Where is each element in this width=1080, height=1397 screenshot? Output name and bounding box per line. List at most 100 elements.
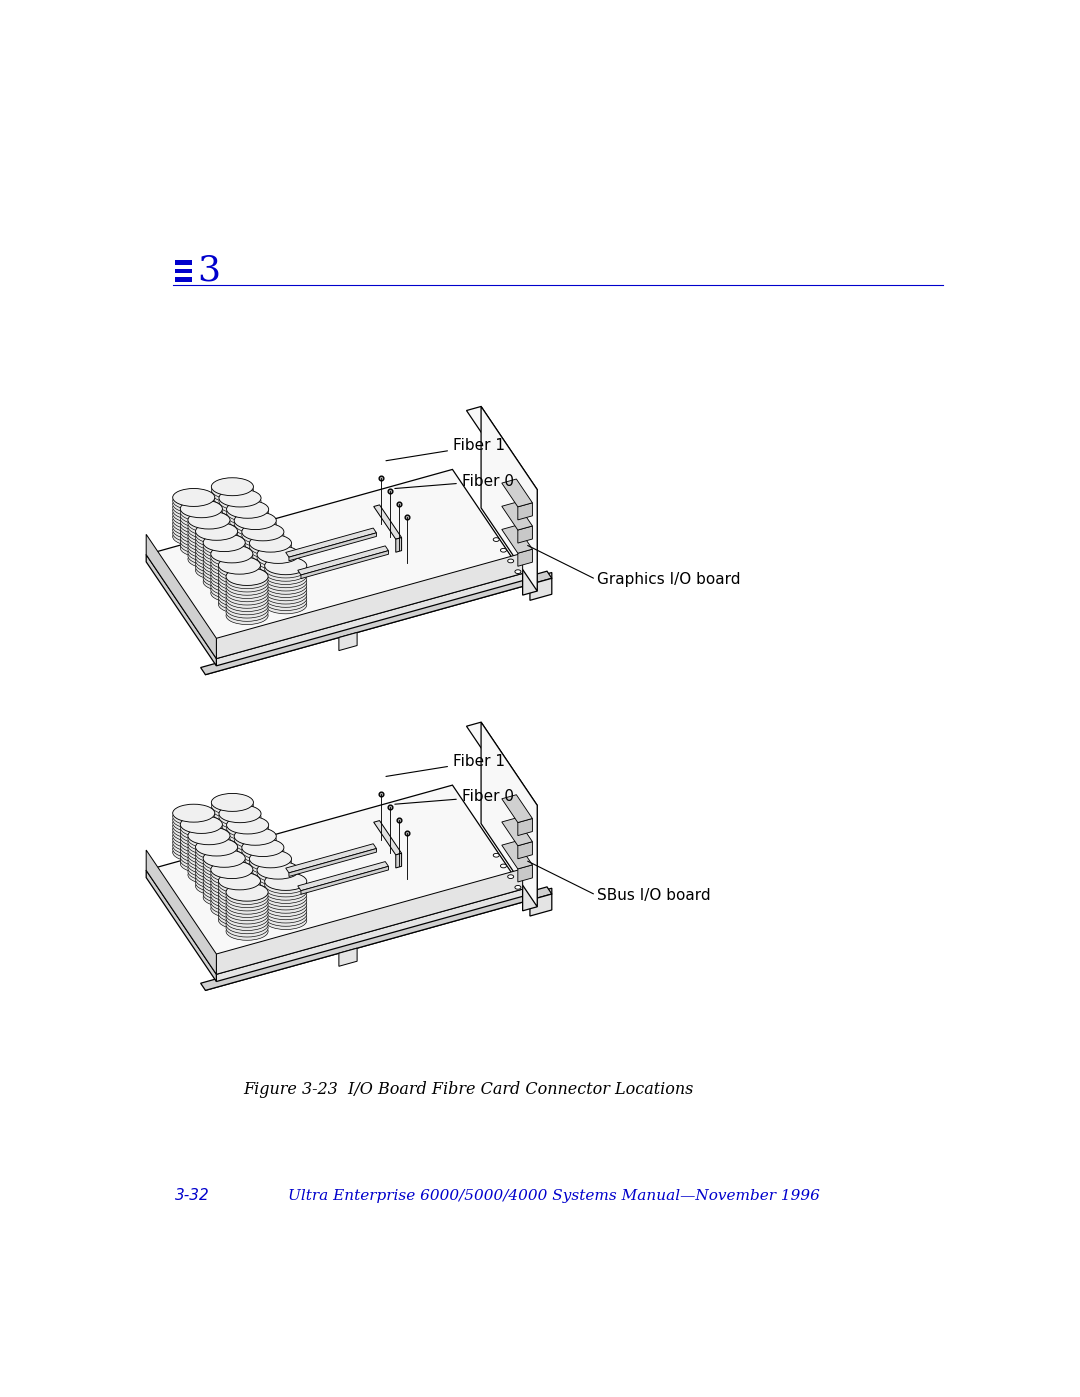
Ellipse shape: [180, 525, 222, 543]
Ellipse shape: [227, 848, 269, 866]
Ellipse shape: [180, 503, 222, 521]
Ellipse shape: [249, 563, 292, 581]
Ellipse shape: [257, 584, 299, 602]
Ellipse shape: [218, 908, 260, 926]
Ellipse shape: [211, 893, 253, 911]
Ellipse shape: [212, 510, 254, 528]
Ellipse shape: [249, 856, 292, 875]
Ellipse shape: [234, 831, 276, 848]
Ellipse shape: [211, 873, 253, 891]
Polygon shape: [523, 805, 537, 911]
Ellipse shape: [257, 897, 299, 915]
Ellipse shape: [195, 855, 238, 872]
Polygon shape: [481, 407, 537, 591]
Ellipse shape: [226, 581, 268, 598]
Ellipse shape: [226, 571, 268, 588]
Ellipse shape: [219, 841, 261, 859]
Polygon shape: [233, 573, 261, 620]
Ellipse shape: [180, 819, 222, 837]
Polygon shape: [467, 722, 537, 809]
Ellipse shape: [203, 886, 245, 902]
Ellipse shape: [226, 574, 268, 592]
Ellipse shape: [188, 550, 230, 569]
Ellipse shape: [219, 502, 261, 520]
Ellipse shape: [234, 856, 276, 875]
Polygon shape: [502, 841, 532, 869]
Ellipse shape: [265, 592, 307, 610]
Ellipse shape: [188, 511, 230, 529]
Ellipse shape: [203, 888, 245, 907]
Ellipse shape: [265, 905, 307, 923]
Ellipse shape: [234, 518, 276, 536]
Ellipse shape: [218, 904, 260, 922]
Ellipse shape: [195, 562, 238, 580]
Ellipse shape: [212, 478, 254, 496]
Ellipse shape: [218, 879, 260, 897]
Ellipse shape: [265, 573, 307, 591]
Ellipse shape: [188, 833, 230, 851]
Ellipse shape: [249, 854, 292, 872]
Ellipse shape: [211, 900, 253, 918]
Ellipse shape: [173, 489, 215, 507]
Ellipse shape: [227, 517, 269, 535]
Ellipse shape: [226, 922, 268, 940]
Ellipse shape: [173, 824, 215, 842]
Ellipse shape: [242, 559, 284, 577]
Ellipse shape: [195, 525, 238, 543]
Text: Fiber 1: Fiber 1: [386, 439, 505, 461]
Ellipse shape: [180, 535, 222, 553]
Ellipse shape: [249, 567, 292, 585]
Polygon shape: [339, 633, 357, 651]
Ellipse shape: [173, 805, 215, 823]
Polygon shape: [218, 483, 246, 529]
Ellipse shape: [227, 503, 269, 521]
Polygon shape: [146, 555, 216, 666]
Polygon shape: [179, 493, 208, 541]
Ellipse shape: [508, 559, 514, 563]
Ellipse shape: [242, 536, 284, 553]
Ellipse shape: [188, 524, 230, 542]
Polygon shape: [146, 534, 216, 658]
Ellipse shape: [226, 912, 268, 930]
Ellipse shape: [249, 560, 292, 578]
Polygon shape: [271, 562, 300, 609]
Ellipse shape: [227, 838, 269, 856]
Ellipse shape: [173, 495, 215, 513]
Ellipse shape: [218, 888, 260, 907]
Polygon shape: [248, 844, 278, 891]
Ellipse shape: [219, 528, 261, 546]
Ellipse shape: [180, 855, 222, 873]
Ellipse shape: [180, 506, 222, 524]
Ellipse shape: [249, 573, 292, 591]
Polygon shape: [502, 817, 532, 845]
Ellipse shape: [211, 584, 253, 602]
Ellipse shape: [212, 488, 254, 506]
Ellipse shape: [234, 541, 276, 559]
Ellipse shape: [188, 518, 230, 535]
Polygon shape: [264, 866, 293, 914]
Ellipse shape: [242, 877, 284, 895]
Ellipse shape: [195, 868, 238, 886]
Ellipse shape: [203, 872, 245, 890]
Ellipse shape: [226, 606, 268, 624]
Ellipse shape: [188, 866, 230, 884]
Ellipse shape: [219, 525, 261, 543]
Ellipse shape: [234, 837, 276, 855]
Ellipse shape: [211, 880, 253, 898]
Ellipse shape: [211, 552, 253, 570]
Polygon shape: [216, 888, 523, 982]
Polygon shape: [210, 855, 239, 901]
Polygon shape: [201, 887, 552, 990]
Polygon shape: [248, 528, 278, 576]
Polygon shape: [146, 849, 216, 974]
Ellipse shape: [265, 587, 307, 604]
Ellipse shape: [212, 514, 254, 531]
Ellipse shape: [227, 507, 269, 525]
Ellipse shape: [180, 835, 222, 854]
Ellipse shape: [226, 567, 268, 585]
Ellipse shape: [227, 828, 269, 847]
Ellipse shape: [218, 563, 260, 581]
Ellipse shape: [173, 814, 215, 833]
Ellipse shape: [249, 550, 292, 569]
Ellipse shape: [218, 872, 260, 890]
